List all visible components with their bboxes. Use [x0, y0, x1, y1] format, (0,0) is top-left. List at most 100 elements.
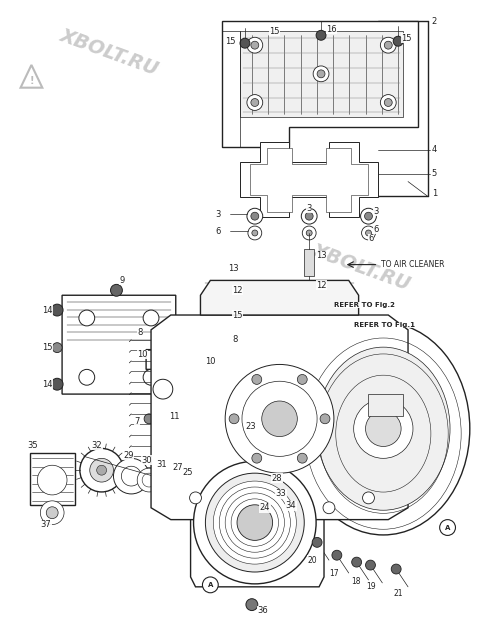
- Circle shape: [142, 473, 156, 487]
- Text: 34: 34: [286, 501, 296, 510]
- Circle shape: [252, 230, 258, 236]
- Text: 15: 15: [232, 311, 242, 320]
- Text: 4: 4: [432, 146, 437, 154]
- Circle shape: [193, 461, 316, 584]
- Circle shape: [252, 453, 262, 463]
- Ellipse shape: [297, 322, 470, 535]
- Circle shape: [312, 537, 322, 548]
- Circle shape: [297, 375, 307, 384]
- Circle shape: [153, 379, 173, 399]
- Text: 9: 9: [120, 276, 125, 285]
- Text: 10: 10: [137, 350, 148, 359]
- Circle shape: [352, 557, 361, 567]
- Text: 30: 30: [141, 456, 152, 465]
- Circle shape: [113, 458, 149, 494]
- Circle shape: [366, 560, 375, 570]
- Text: REFER TO Fig.1: REFER TO Fig.1: [354, 322, 415, 328]
- Circle shape: [225, 365, 334, 473]
- Circle shape: [51, 379, 63, 390]
- Circle shape: [313, 66, 329, 82]
- Circle shape: [362, 492, 374, 504]
- Circle shape: [380, 94, 396, 110]
- Circle shape: [51, 304, 63, 316]
- Circle shape: [184, 485, 193, 495]
- Text: 6: 6: [373, 225, 379, 234]
- Circle shape: [251, 99, 259, 106]
- Circle shape: [46, 507, 58, 518]
- Polygon shape: [201, 280, 359, 315]
- Circle shape: [96, 465, 107, 475]
- Circle shape: [317, 70, 325, 78]
- Text: 2: 2: [432, 17, 437, 26]
- Text: 1: 1: [432, 189, 437, 198]
- Circle shape: [251, 41, 259, 49]
- Circle shape: [143, 310, 159, 326]
- Circle shape: [110, 284, 122, 296]
- Circle shape: [231, 499, 278, 546]
- Text: 10: 10: [205, 357, 216, 366]
- Text: TO AIR CLEANER: TO AIR CLEANER: [381, 260, 445, 269]
- Circle shape: [366, 230, 372, 236]
- Text: 11: 11: [169, 412, 180, 422]
- Text: 27: 27: [173, 463, 183, 472]
- Polygon shape: [240, 142, 378, 217]
- Circle shape: [248, 226, 262, 240]
- Polygon shape: [21, 65, 42, 88]
- Text: 6: 6: [216, 227, 221, 235]
- Text: 24: 24: [260, 503, 270, 512]
- Text: XBOLT.RU: XBOLT.RU: [309, 241, 413, 294]
- Circle shape: [237, 505, 273, 541]
- Text: 14: 14: [42, 380, 53, 389]
- Circle shape: [361, 226, 375, 240]
- Circle shape: [384, 99, 392, 106]
- Text: 31: 31: [156, 460, 167, 469]
- Circle shape: [205, 473, 304, 572]
- Circle shape: [219, 487, 290, 558]
- Polygon shape: [240, 32, 403, 117]
- Circle shape: [391, 564, 401, 574]
- Text: 28: 28: [272, 473, 282, 482]
- Circle shape: [233, 520, 276, 564]
- Text: 3: 3: [373, 207, 379, 216]
- Polygon shape: [297, 280, 317, 300]
- Circle shape: [220, 508, 289, 577]
- Text: XBOLT.RU: XBOLT.RU: [57, 25, 161, 79]
- Ellipse shape: [317, 347, 450, 510]
- Text: 8: 8: [137, 329, 143, 337]
- Text: 12: 12: [232, 286, 242, 295]
- Text: !: !: [29, 76, 34, 85]
- Text: 36: 36: [258, 606, 268, 615]
- Text: 12: 12: [316, 281, 326, 290]
- Circle shape: [40, 501, 64, 525]
- Text: 3: 3: [307, 204, 312, 213]
- Circle shape: [440, 520, 456, 536]
- Circle shape: [301, 208, 317, 224]
- Circle shape: [332, 550, 342, 560]
- Circle shape: [262, 401, 297, 437]
- Text: 13: 13: [228, 264, 239, 273]
- Circle shape: [154, 474, 172, 492]
- Circle shape: [240, 38, 250, 48]
- Circle shape: [316, 30, 326, 41]
- Text: A: A: [208, 582, 213, 588]
- Text: 3: 3: [216, 210, 221, 218]
- Circle shape: [79, 310, 95, 326]
- Text: 6: 6: [369, 234, 374, 244]
- Text: 7: 7: [134, 417, 140, 426]
- Polygon shape: [62, 295, 176, 394]
- Circle shape: [320, 414, 330, 423]
- Circle shape: [52, 342, 62, 353]
- Text: 15: 15: [42, 343, 53, 352]
- Circle shape: [143, 370, 159, 385]
- Circle shape: [157, 408, 169, 420]
- Text: 37: 37: [40, 520, 51, 529]
- Text: 5: 5: [432, 169, 437, 178]
- Circle shape: [251, 212, 259, 220]
- Circle shape: [79, 370, 95, 385]
- Text: 23: 23: [245, 422, 255, 431]
- Circle shape: [213, 481, 296, 564]
- Text: 33: 33: [276, 489, 287, 498]
- Polygon shape: [191, 498, 324, 587]
- Bar: [369, 394, 403, 416]
- Circle shape: [225, 493, 285, 552]
